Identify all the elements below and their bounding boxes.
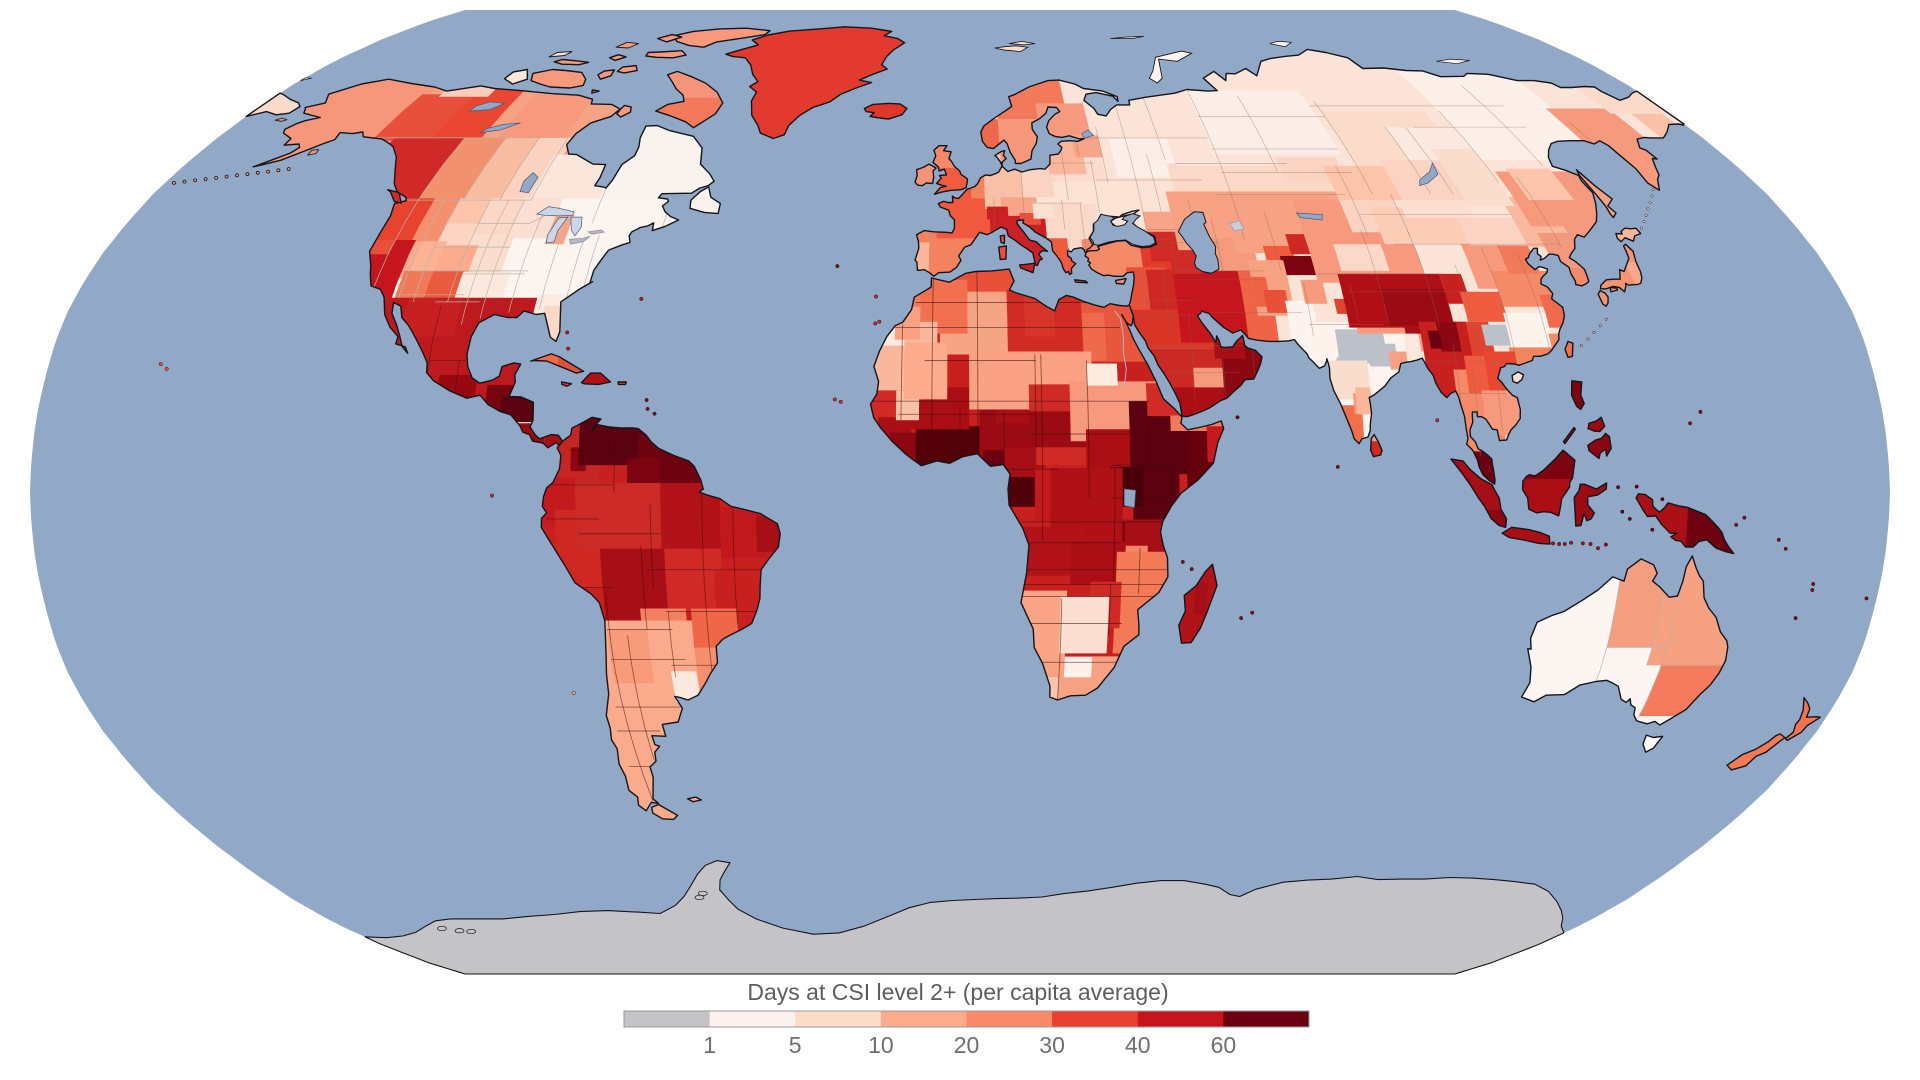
svg-text:10: 10 (868, 1032, 894, 1058)
svg-text:5: 5 (789, 1032, 802, 1058)
svg-text:1: 1 (703, 1032, 716, 1058)
svg-text:40: 40 (1125, 1032, 1151, 1058)
svg-text:20: 20 (954, 1032, 980, 1058)
svg-text:Days at CSI level 2+ (per capi: Days at CSI level 2+ (per capita average… (747, 979, 1168, 1005)
svg-text:30: 30 (1039, 1032, 1065, 1058)
svg-text:60: 60 (1211, 1032, 1237, 1058)
